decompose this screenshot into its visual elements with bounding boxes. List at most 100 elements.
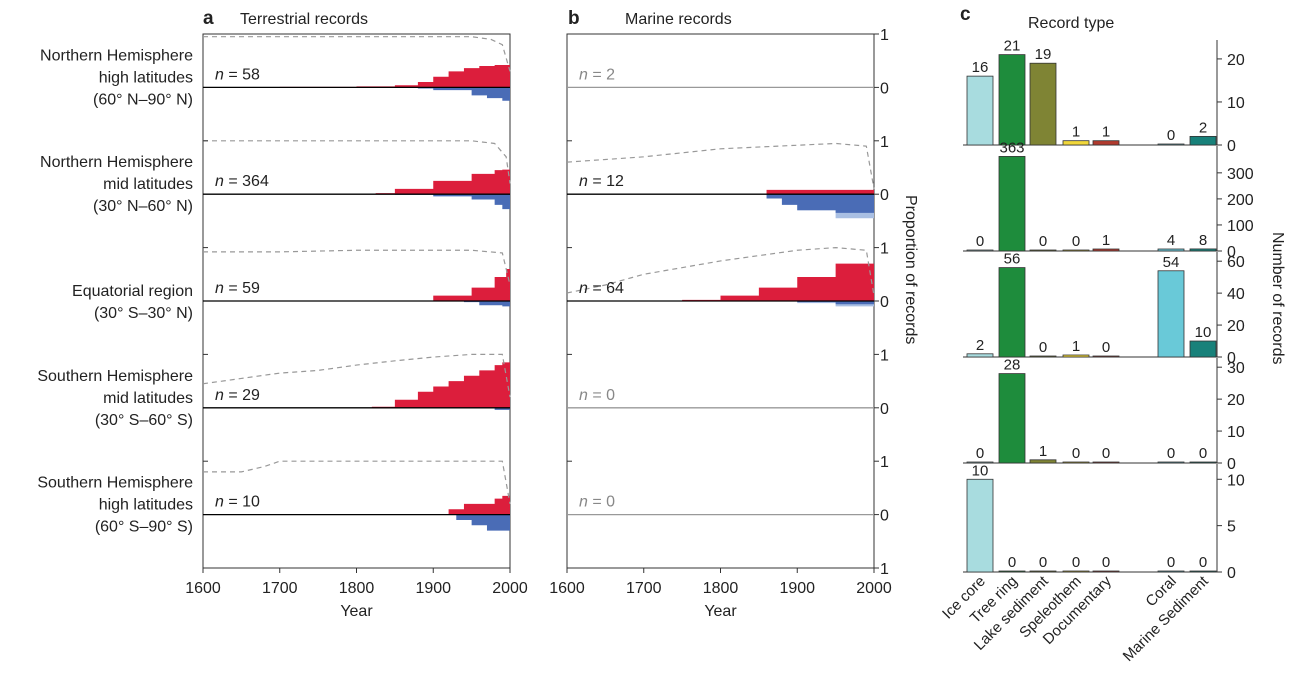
- record-bar-label-0-5: 0: [1167, 127, 1175, 144]
- marine-record-count-line-1: [566, 142, 875, 189]
- record-bar-1-1: [998, 156, 1026, 252]
- record-bar-4-4: [1092, 570, 1120, 573]
- region-label-0-line-1: high latitudes: [99, 69, 193, 86]
- terrestrial-n-value-1: = 364: [224, 173, 269, 190]
- record-row-1-tick-label-0: 0: [1227, 244, 1236, 261]
- record-bar-label-2-5: 54: [1163, 254, 1180, 271]
- marine-year-tick-label-1: 1700: [626, 580, 662, 597]
- record-row-1-tick-label-3: 300: [1227, 166, 1254, 183]
- panel-c-letter: c: [960, 4, 971, 25]
- record-bar-2-0: [966, 353, 994, 358]
- record-bar-3-3: [1062, 461, 1090, 464]
- record-bar-label-0-0: 16: [972, 59, 989, 76]
- terrestrial-warming-area-0: [203, 64, 510, 88]
- proportion-tick-label-2: 1: [880, 134, 889, 151]
- record-row-0-tick-label-0: 0: [1227, 138, 1236, 155]
- record-bar-label-3-1: 28: [1004, 357, 1021, 374]
- proportion-tick-label-4: 1: [880, 241, 889, 258]
- record-bar-label-0-4: 1: [1102, 124, 1110, 141]
- panel-a-letter: a: [203, 8, 214, 29]
- marine-n-label-2: n = 64: [579, 280, 624, 297]
- year-axis-marine: 1600 1700 1800 1900 2000 Year: [549, 568, 892, 620]
- marine-year-tick-label-3: 1900: [779, 580, 815, 597]
- proportion-tick-label-0: 1: [880, 27, 889, 44]
- record-bar-3-1: [998, 373, 1026, 464]
- marine-n-value-3: = 0: [588, 387, 615, 404]
- terrestrial-n-label-0: n = 58: [215, 66, 260, 83]
- terrestrial-warming-area-4: [203, 495, 510, 515]
- record-bar-3-5: [1157, 461, 1185, 464]
- proportion-tick-label-5: 0: [880, 294, 889, 311]
- marine-panel: n = 2n = 12n = 64n = 0n = 0: [566, 33, 875, 569]
- record-row-3-tick-label-0: 0: [1227, 456, 1236, 473]
- terrestrial-record-count-line-1: [203, 140, 511, 184]
- region-label-3-line-0: Southern Hemisphere: [37, 368, 193, 385]
- proportion-tick-label-10: 1: [880, 561, 889, 578]
- terrestrial-n-letter-4: n: [215, 494, 224, 511]
- record-bar-3-2: [1029, 459, 1057, 464]
- terrestrial-n-value-0: = 58: [224, 66, 260, 83]
- marine-warming-area-1: [567, 189, 874, 195]
- record-bar-label-2-0: 2: [976, 337, 984, 354]
- record-row-2-tick-label-3: 60: [1227, 254, 1245, 271]
- terrestrial-year-tick-label-4: 2000: [492, 580, 528, 597]
- record-bar-4-0: [966, 478, 994, 573]
- panel-a-title: Terrestrial records: [240, 11, 368, 28]
- region-label-4-line-2: (60° S–90° S): [95, 519, 193, 536]
- record-bar-1-3: [1062, 249, 1090, 252]
- record-row-4-tick-label-0: 0: [1227, 565, 1236, 582]
- record-row-4-tick-label-2: 10: [1227, 472, 1245, 489]
- record-bar-label-4-3: 0: [1072, 554, 1080, 571]
- record-bar-label-4-0: 10: [972, 462, 989, 479]
- terrestrial-n-label-3: n = 29: [215, 387, 260, 404]
- terrestrial-n-letter-2: n: [215, 280, 224, 297]
- region-label-0-line-2: (60° N–90° N): [93, 91, 193, 108]
- marine-n-value-1: = 12: [588, 173, 624, 190]
- record-bar-4-5: [1157, 570, 1185, 573]
- marine-n-letter-2: n: [579, 280, 588, 297]
- record-bar-0-4: [1092, 140, 1120, 146]
- marine-year-tick-label-4: 2000: [856, 580, 892, 597]
- record-bar-4-1: [998, 570, 1026, 573]
- record-bar-2-5: [1157, 270, 1185, 358]
- proportion-tick-label-6: 1: [880, 347, 889, 364]
- record-bar-label-4-5: 0: [1167, 554, 1175, 571]
- terrestrial-n-value-4: = 10: [224, 494, 260, 511]
- year-axis-terrestrial: 1600 1700 1800 1900 2000 Year: [185, 568, 528, 620]
- record-bar-label-2-3: 1: [1072, 338, 1080, 355]
- marine-warming-area-2: [567, 258, 874, 301]
- region-label-0-line-0: Northern Hemisphere: [40, 47, 193, 64]
- marine-year-tick-label-0: 1600: [549, 580, 585, 597]
- record-bar-label-3-6: 0: [1199, 445, 1207, 462]
- record-bar-2-1: [998, 267, 1026, 358]
- record-bar-label-1-4: 1: [1102, 232, 1110, 249]
- region-label-1-line-1: mid latitudes: [103, 176, 193, 193]
- record-bar-1-6: [1189, 248, 1217, 252]
- record-row-2-tick-label-1: 20: [1227, 318, 1245, 335]
- region-labels: Northern Hemisphere high latitudes (60° N–…: [37, 47, 193, 535]
- terrestrial-warming-area-3: [203, 362, 510, 408]
- marine-n-label-1: n = 12: [579, 173, 624, 190]
- terrestrial-n-letter-3: n: [215, 387, 224, 404]
- record-bar-label-1-0: 0: [976, 233, 984, 250]
- record-row-0-tick-label-1: 10: [1227, 95, 1245, 112]
- record-bar-0-2: [1029, 62, 1057, 146]
- terrestrial-year-tick-label-1: 1700: [262, 580, 298, 597]
- record-bar-label-2-4: 0: [1102, 339, 1110, 356]
- marine-n-letter-3: n: [579, 387, 588, 404]
- terrestrial-record-count-line-0: [203, 36, 511, 72]
- marine-year-tick-label-2: 1800: [703, 580, 739, 597]
- record-bar-label-1-6: 8: [1199, 232, 1207, 249]
- marine-year-axis-title: Year: [704, 603, 737, 620]
- proportion-axis: 1 0 1 0 1 0 1 0 1 0 1: [874, 27, 889, 578]
- marine-n-value-0: = 2: [588, 66, 615, 83]
- record-bar-label-0-6: 2: [1199, 119, 1207, 136]
- record-bar-2-6: [1189, 340, 1217, 358]
- region-label-1-line-2: (30° N–60° N): [93, 198, 193, 215]
- record-bar-4-6: [1189, 570, 1217, 573]
- record-bar-1-4: [1092, 248, 1120, 252]
- marine-n-letter-0: n: [579, 66, 588, 83]
- record-bar-2-4: [1092, 355, 1120, 358]
